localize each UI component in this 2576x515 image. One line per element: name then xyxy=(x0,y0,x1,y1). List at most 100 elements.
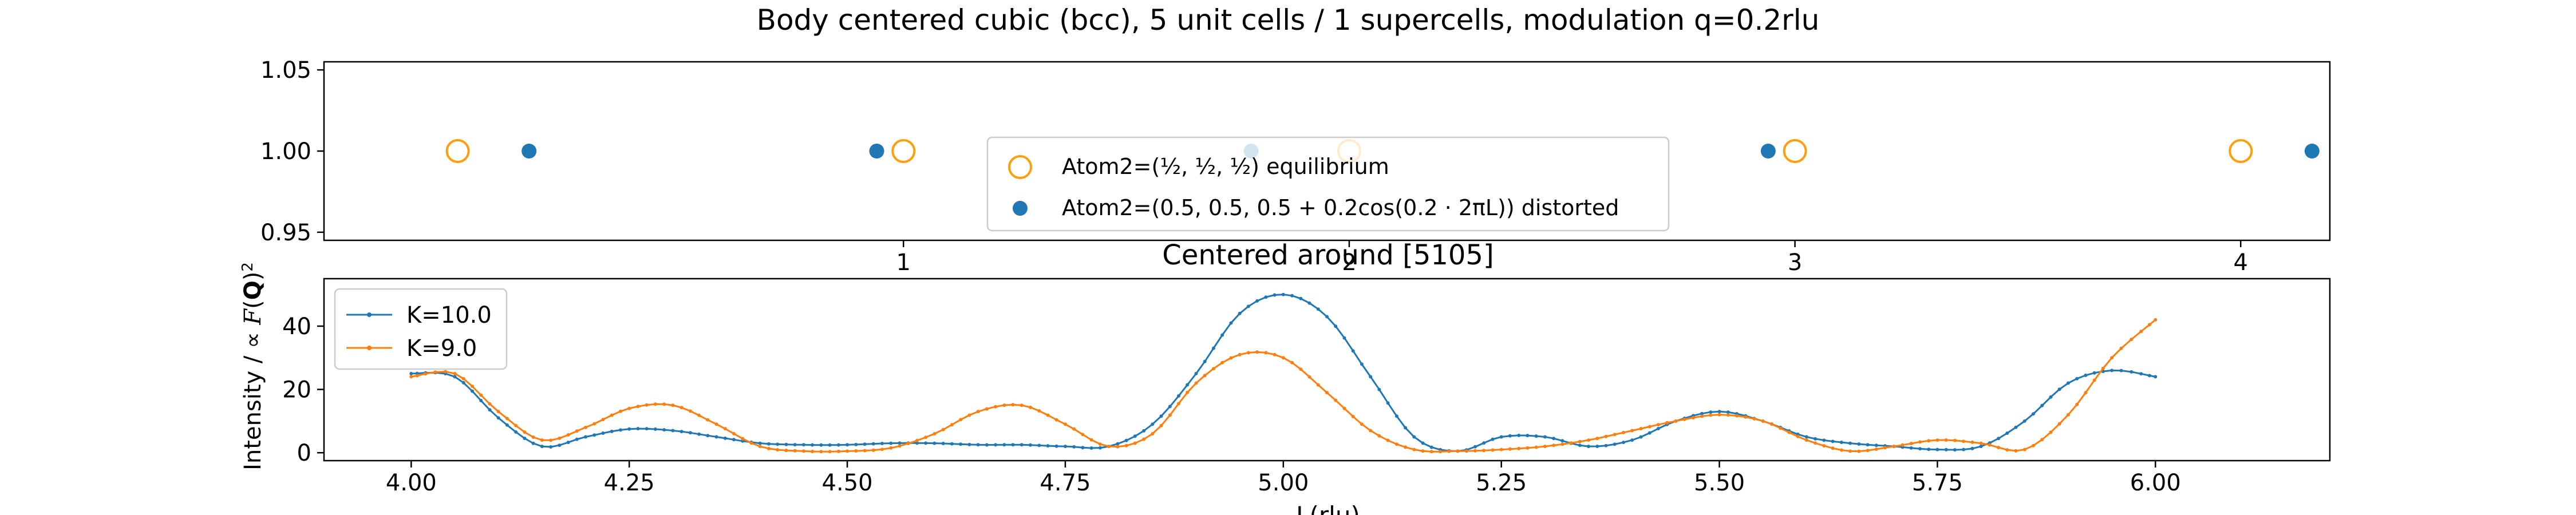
data-point xyxy=(415,374,419,378)
data-point xyxy=(1429,445,1433,449)
data-point xyxy=(2032,443,2035,447)
data-point xyxy=(2075,402,2079,406)
data-point xyxy=(1517,433,1521,437)
bottom-axes: Centered around [5105] 4.00 4.25 4.50 4.75 5… xyxy=(239,239,2331,515)
data-point xyxy=(967,413,971,417)
data-point xyxy=(1116,445,1120,449)
top-axes-legend: Atom2=(½, ½, ½) equilibrium Atom2=(0.5, 0… xyxy=(986,136,1670,232)
data-point xyxy=(1534,434,1538,438)
data-point xyxy=(1211,346,1215,350)
data-point xyxy=(1866,443,1870,447)
data-point xyxy=(1508,447,1512,451)
data-point xyxy=(880,447,884,451)
data-point xyxy=(1081,446,1085,450)
data-point xyxy=(2154,318,2158,322)
equilibrium-point xyxy=(1783,139,1807,163)
data-point xyxy=(1499,435,1503,439)
data-point xyxy=(1839,441,1843,444)
data-point xyxy=(811,443,815,447)
data-point xyxy=(1717,410,1721,414)
data-point xyxy=(1029,405,1032,409)
data-point xyxy=(1787,430,1791,434)
legend-equilibrium-marker xyxy=(1008,155,1032,179)
data-point xyxy=(1639,435,1643,439)
data-point xyxy=(1177,394,1180,398)
data-point xyxy=(924,435,928,439)
legend-equilibrium-label: Atom2=(½, ½, ½) equilibrium xyxy=(1062,154,1389,179)
data-point xyxy=(2154,375,2158,379)
top-xtick-label: 3 xyxy=(1788,249,1802,276)
data-point xyxy=(767,442,771,446)
data-point xyxy=(2075,377,2079,381)
data-point xyxy=(1264,351,1268,355)
data-point xyxy=(1220,333,1224,337)
data-point xyxy=(1552,437,1556,441)
data-point xyxy=(1168,413,1172,417)
data-point xyxy=(1857,449,1861,453)
data-point xyxy=(1552,443,1556,447)
data-point xyxy=(1404,445,1408,449)
data-point xyxy=(1874,443,1878,447)
legend-marker-swatch xyxy=(367,346,372,350)
data-point xyxy=(1927,447,1931,451)
data-point xyxy=(2110,369,2114,373)
data-point xyxy=(1316,307,1320,311)
data-point xyxy=(2147,374,2151,378)
bottom-axes-title: Centered around [5105] xyxy=(1162,239,1494,271)
data-point xyxy=(1604,434,1608,438)
data-point xyxy=(889,446,893,450)
data-point xyxy=(1342,336,1346,340)
data-point xyxy=(2067,381,2070,385)
data-point xyxy=(645,403,649,407)
data-point xyxy=(1604,443,1608,447)
bottom-xtick-label: 6.00 xyxy=(2130,470,2181,496)
top-legend-box xyxy=(986,136,1670,232)
data-point xyxy=(706,418,710,422)
data-point xyxy=(1421,441,1425,445)
data-point xyxy=(479,393,483,397)
data-point xyxy=(2049,430,2053,434)
data-point xyxy=(1255,350,1259,354)
data-point xyxy=(1927,439,1931,443)
data-point xyxy=(959,442,963,446)
series-k-10-0 xyxy=(409,292,2158,453)
bottom-ytick-label: 20 xyxy=(282,377,311,403)
data-point xyxy=(1814,437,1818,441)
data-point xyxy=(801,443,805,447)
data-point xyxy=(1020,443,1024,447)
data-point xyxy=(801,449,805,453)
data-point xyxy=(1281,292,1285,296)
data-point xyxy=(1054,418,1058,422)
data-point xyxy=(471,385,474,389)
data-point xyxy=(1002,443,1006,447)
data-point xyxy=(1064,422,1067,426)
top-ytick-label: 0.95 xyxy=(260,220,311,246)
data-point xyxy=(776,442,780,446)
data-point xyxy=(1281,356,1285,360)
data-point xyxy=(1866,449,1870,453)
data-point xyxy=(1613,433,1617,437)
data-point xyxy=(1595,437,1599,441)
data-point xyxy=(828,443,832,447)
data-point xyxy=(1700,411,1704,415)
data-point xyxy=(1656,423,1660,427)
data-point xyxy=(1081,433,1085,437)
data-point xyxy=(1508,434,1512,438)
data-point xyxy=(2014,425,2018,429)
data-point xyxy=(523,430,527,434)
data-point xyxy=(1334,324,1338,328)
data-point xyxy=(2022,419,2026,423)
data-point xyxy=(540,445,544,449)
data-point xyxy=(776,448,780,451)
data-point xyxy=(662,402,666,406)
data-point xyxy=(496,416,500,420)
data-point xyxy=(1970,446,1974,450)
data-point xyxy=(1011,443,1015,447)
data-point xyxy=(1735,414,1739,418)
data-point xyxy=(1744,415,1748,419)
data-point xyxy=(1804,438,1808,442)
data-point xyxy=(1779,426,1783,430)
data-point xyxy=(2129,370,2134,374)
data-point xyxy=(1151,422,1155,426)
